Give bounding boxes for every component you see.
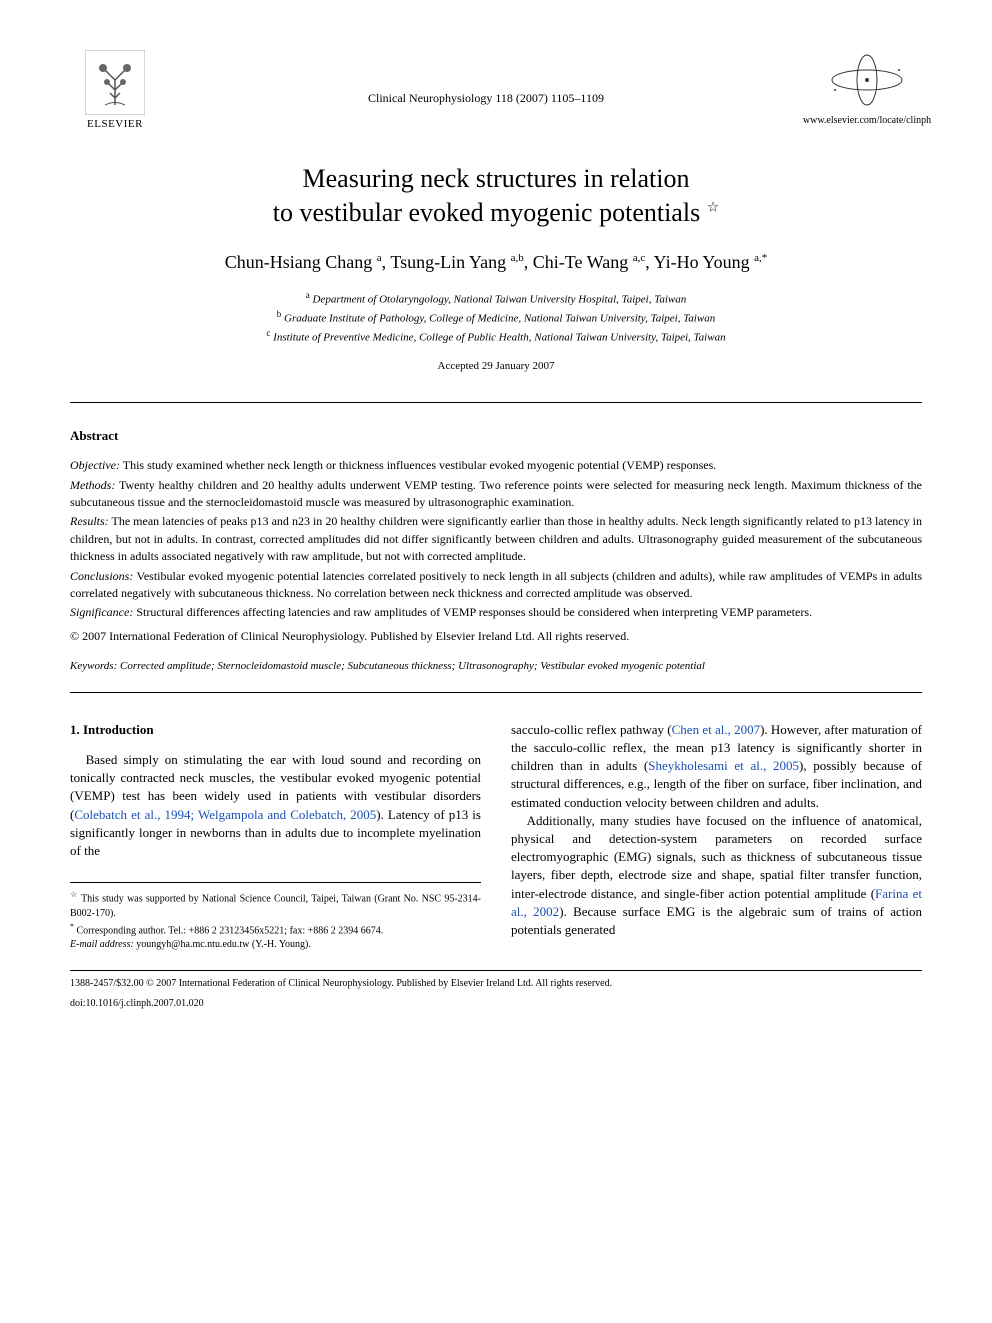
intro-paragraph-1: Based simply on stimulating the ear with…	[70, 751, 481, 860]
affil-a: Department of Otolaryngology, National T…	[313, 294, 687, 306]
affil-b: Graduate Institute of Pathology, College…	[284, 313, 715, 325]
methods-label: Methods:	[70, 478, 115, 492]
abstract-methods: Methods: Twenty healthy children and 20 …	[70, 477, 922, 512]
accepted-date: Accepted 29 January 2007	[70, 359, 922, 374]
title-line-2: to vestibular evoked myogenic potentials	[273, 198, 700, 227]
footnote-corr-label: Corresponding author.	[77, 925, 166, 936]
keywords-label: Keywords:	[70, 660, 117, 672]
journal-logo-block: www.elsevier.com/locate/clinph	[812, 50, 922, 128]
author-2: Tsung-Lin Yang	[390, 252, 506, 272]
author-1: Chun-Hsiang Chang	[225, 252, 373, 272]
author-3: Chi-Te Wang	[533, 252, 628, 272]
column-left: 1. Introduction Based simply on stimulat…	[70, 721, 481, 952]
page-header: ELSEVIER Clinical Neurophysiology 118 (2…	[70, 50, 922, 132]
objective-label: Objective:	[70, 458, 120, 472]
affil-c: Institute of Preventive Medicine, Colleg…	[273, 332, 725, 344]
footnote-funding: ☆ This study was supported by National S…	[70, 889, 481, 920]
column-right: sacculo-collic reflex pathway (Chen et a…	[511, 721, 922, 952]
significance-text: Structural differences affecting latenci…	[136, 605, 812, 619]
keywords-line: Keywords: Corrected amplitude; Sternocle…	[70, 659, 922, 674]
author-2-affil: a,b	[511, 252, 524, 264]
intro-paragraph-2: Additionally, many studies have focused …	[511, 812, 922, 939]
footnotes-block: ☆ This study was supported by National S…	[70, 882, 481, 952]
footnote-email: E-mail address: youngyh@ha.mc.ntu.edu.tw…	[70, 938, 481, 952]
section-1-heading: 1. Introduction	[70, 721, 481, 739]
results-label: Results:	[70, 514, 109, 528]
journal-url: www.elsevier.com/locate/clinph	[803, 114, 931, 128]
results-text: The mean latencies of peaks p13 and n23 …	[70, 514, 922, 563]
journal-citation: Clinical Neurophysiology 118 (2007) 1105…	[160, 50, 812, 107]
intro-paragraph-1-cont: sacculo-collic reflex pathway (Chen et a…	[511, 721, 922, 812]
intro-p2-text-a: Additionally, many studies have focused …	[511, 813, 922, 901]
rule-bottom	[70, 692, 922, 693]
abstract-conclusions: Conclusions: Vestibular evoked myogenic …	[70, 568, 922, 603]
publisher-block: ELSEVIER	[70, 50, 160, 132]
intro-p2-text-b: ). Because surface EMG is the algebraic …	[511, 904, 922, 937]
footnote-email-label: E-mail address:	[70, 939, 134, 950]
intro-p1c-text-a: sacculo-collic reflex pathway (	[511, 722, 672, 737]
footnote-email-address[interactable]: youngyh@ha.mc.ntu.edu.tw	[136, 939, 249, 950]
publisher-name: ELSEVIER	[87, 117, 143, 132]
citation-colebatch[interactable]: Colebatch et al., 1994; Welgampola and C…	[74, 807, 376, 822]
article-title: Measuring neck structures in relation to…	[70, 162, 922, 230]
objective-text: This study examined whether neck length …	[123, 458, 717, 472]
conclusions-label: Conclusions:	[70, 569, 133, 583]
footer-copyright: 1388-2457/$32.00 © 2007 International Fe…	[70, 977, 922, 991]
abstract-results: Results: The mean latencies of peaks p13…	[70, 513, 922, 565]
methods-text: Twenty healthy children and 20 healthy a…	[70, 478, 922, 509]
title-footnote-star: ☆	[707, 201, 720, 216]
elsevier-tree-logo	[85, 50, 145, 115]
author-3-affil: a,c	[633, 252, 646, 264]
footnote-corresponding: * Corresponding author. Tel.: +886 2 231…	[70, 921, 481, 938]
abstract-heading: Abstract	[70, 427, 922, 445]
footer-doi: doi:10.1016/j.clinph.2007.01.020	[70, 997, 922, 1011]
affiliations: a Department of Otolaryngology, National…	[70, 289, 922, 346]
author-4-affil: a,*	[754, 252, 767, 264]
abstract-section: Abstract Objective: This study examined …	[70, 427, 922, 674]
title-line-1: Measuring neck structures in relation	[303, 164, 690, 193]
footer-rule	[70, 970, 922, 971]
footnote-corr-text: Tel.: +886 2 23123456x5221; fax: +886 2 …	[166, 925, 383, 936]
abstract-significance: Significance: Structural differences aff…	[70, 604, 922, 621]
body-columns: 1. Introduction Based simply on stimulat…	[70, 721, 922, 952]
significance-label: Significance:	[70, 605, 133, 619]
abstract-copyright: © 2007 International Federation of Clini…	[70, 628, 922, 645]
rule-top	[70, 402, 922, 403]
clinph-compass-logo	[827, 50, 907, 110]
citation-sheykholesami[interactable]: Sheykholesami et al., 2005	[648, 758, 799, 773]
keywords-text: Corrected amplitude; Sternocleidomastoid…	[120, 660, 705, 672]
abstract-objective: Objective: This study examined whether n…	[70, 457, 922, 474]
conclusions-text: Vestibular evoked myogenic potential lat…	[70, 569, 922, 600]
footnote-email-tail: (Y.-H. Young).	[249, 939, 311, 950]
author-4: Yi-Ho Young	[654, 252, 750, 272]
authors-line: Chun-Hsiang Chang a, Tsung-Lin Yang a,b,…	[70, 250, 922, 275]
footnote-funding-text: This study was supported by National Sci…	[70, 894, 481, 919]
citation-chen[interactable]: Chen et al., 2007	[672, 722, 760, 737]
author-1-affil: a	[377, 252, 382, 264]
